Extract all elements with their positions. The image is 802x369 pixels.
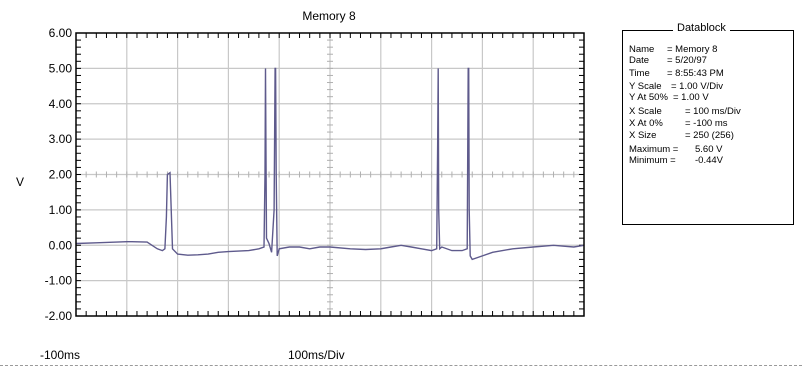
y-axis-label: V — [16, 175, 24, 189]
x-left-label: -100ms — [40, 348, 81, 362]
datablock-row: Minimum = -0.44V — [629, 155, 723, 166]
datablock-row: Y At 50% = 1.00 V — [629, 92, 709, 103]
datablock-value: = 1.00 V — [673, 92, 709, 103]
datablock-value: = Memory 8 — [667, 44, 718, 55]
datablock-key: X Scale — [629, 106, 662, 117]
datablock-value: -0.44V — [695, 155, 723, 166]
y-tick-label: 6.00 — [49, 26, 73, 40]
datablock-key: Time — [629, 68, 650, 79]
datablock-row: Time = 8:55:43 PM — [629, 68, 724, 79]
datablock-key: X Size — [629, 130, 657, 141]
y-tick-label: 0.00 — [49, 238, 73, 252]
datablock-key: Name — [629, 44, 655, 55]
x-div-label: 100ms/Div — [288, 348, 345, 362]
datablock-value: = 100 ms/Div — [685, 106, 741, 117]
y-tick-labels: 6.00 5.00 4.00 3.00 2.00 1.00 0.00 -1.00 -2.00 — [45, 26, 73, 323]
datablock-row: X At 0% = -100 ms — [629, 118, 728, 129]
datablock-value: = 5/20/97 — [667, 55, 707, 66]
y-tick-label: 1.00 — [49, 203, 73, 217]
datablock-row: Name = Memory 8 — [629, 44, 717, 55]
datablock-value: 5.60 V — [695, 144, 723, 155]
datablock-value: = 1.00 V/Div — [671, 81, 724, 92]
datablock-row: Maximum = 5.60 V — [629, 144, 722, 155]
datablock-row: Date = 5/20/97 — [629, 55, 707, 66]
y-tick-label: 4.00 — [49, 97, 73, 111]
bottom-divider — [0, 365, 802, 366]
y-tick-label: -2.00 — [45, 309, 73, 323]
plot-frame — [75, 32, 585, 317]
voltage-trace — [75, 67, 585, 261]
y-tick-label: 3.00 — [49, 132, 73, 146]
datablock-row: X Size = 250 (256) — [629, 130, 734, 141]
datablock-value: = 250 (256) — [685, 130, 734, 141]
datablock-key: X At 0% — [629, 118, 663, 129]
datablock-title: Datablock — [673, 22, 730, 34]
datablock-row: Y Scale = 1.00 V/Div — [629, 81, 723, 92]
y-tick-label: -1.00 — [45, 274, 73, 288]
datablock-row: X Scale = 100 ms/Div — [629, 106, 741, 117]
datablock-key: Y Scale — [629, 81, 662, 92]
datablock-key: Y At 50% — [629, 92, 668, 103]
datablock-value: = -100 ms — [685, 118, 728, 129]
y-tick-label: 2.00 — [49, 168, 73, 182]
datablock-panel: Datablock Name = Memory 8 Date = 5/20/97 Tim… — [622, 22, 794, 225]
chart-title: Memory 8 — [302, 9, 356, 23]
datablock-key: Date — [629, 55, 650, 66]
datablock-value: = 8:55:43 PM — [667, 68, 724, 79]
datablock-key: Maximum = — [629, 144, 679, 155]
datablock-key: Minimum = — [629, 155, 676, 166]
y-tick-label: 5.00 — [49, 61, 73, 75]
